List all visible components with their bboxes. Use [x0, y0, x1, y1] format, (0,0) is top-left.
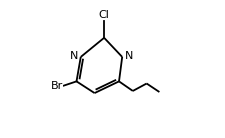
Text: Cl: Cl	[98, 10, 109, 20]
Text: Br: Br	[50, 81, 63, 91]
Text: N: N	[70, 51, 78, 61]
Text: N: N	[124, 51, 132, 61]
